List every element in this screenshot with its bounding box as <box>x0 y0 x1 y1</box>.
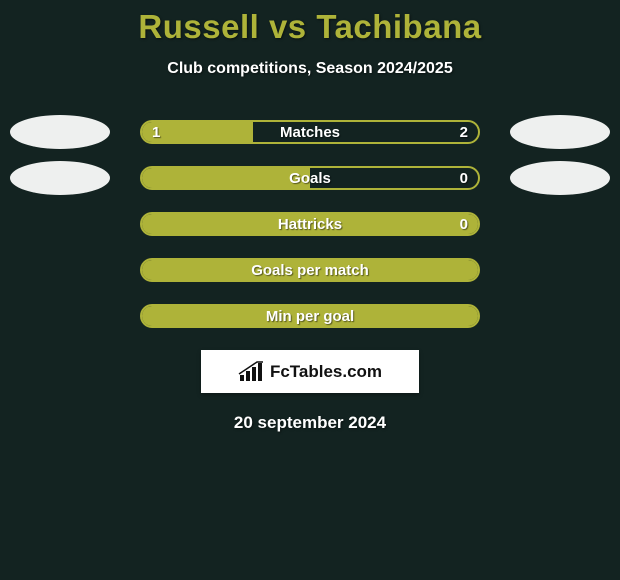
date-text: 20 september 2024 <box>0 413 620 433</box>
brand-logo: FcTables.com <box>238 361 382 383</box>
stat-bar: Hattricks 0 <box>140 212 480 236</box>
player-oval-right <box>510 115 610 149</box>
stat-bar: Goals 0 <box>140 166 480 190</box>
player-oval-left <box>10 161 110 195</box>
stat-label: Goals per match <box>142 260 478 280</box>
stat-value-right: 2 <box>460 122 468 142</box>
stat-bar: Min per goal <box>140 304 480 328</box>
player-oval-left <box>10 115 110 149</box>
stat-label: Matches <box>142 122 478 142</box>
brand-box: FcTables.com <box>201 350 419 393</box>
player-oval-right <box>510 161 610 195</box>
oval-spacer <box>510 207 610 241</box>
stat-value-right: 0 <box>460 214 468 234</box>
stat-value-right: 0 <box>460 168 468 188</box>
oval-spacer <box>10 299 110 333</box>
oval-spacer <box>10 253 110 287</box>
subtitle: Club competitions, Season 2024/2025 <box>0 60 620 78</box>
stat-label: Min per goal <box>142 306 478 326</box>
oval-spacer <box>510 299 610 333</box>
stat-row: 1 Matches 2 <box>0 120 620 144</box>
brand-text: FcTables.com <box>270 362 382 382</box>
oval-spacer <box>510 253 610 287</box>
stat-bar: Goals per match <box>140 258 480 282</box>
stat-rows: 1 Matches 2 Goals 0 Hattricks 0 <box>0 120 620 328</box>
comparison-widget: Russell vs Tachibana Club competitions, … <box>0 0 620 433</box>
stat-label: Hattricks <box>142 214 478 234</box>
chart-icon <box>238 361 264 383</box>
stat-row: Min per goal <box>0 304 620 328</box>
stat-label: Goals <box>142 168 478 188</box>
stat-row: Goals 0 <box>0 166 620 190</box>
stat-row: Hattricks 0 <box>0 212 620 236</box>
oval-spacer <box>10 207 110 241</box>
page-title: Russell vs Tachibana <box>0 8 620 46</box>
stat-row: Goals per match <box>0 258 620 282</box>
stat-bar: 1 Matches 2 <box>140 120 480 144</box>
